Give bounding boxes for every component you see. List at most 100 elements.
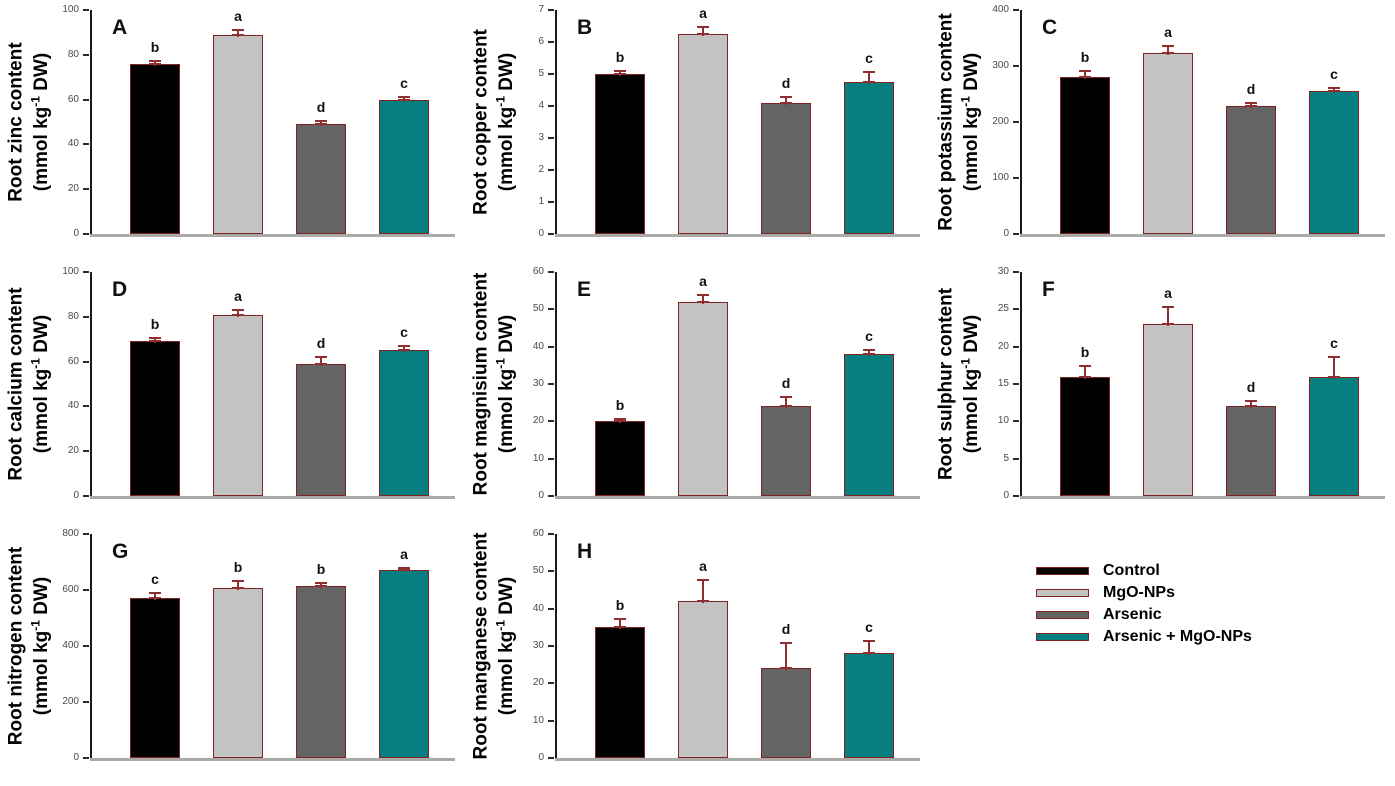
error-bar xyxy=(868,349,870,357)
y-tick xyxy=(1013,271,1019,273)
error-bar-top-cap xyxy=(614,618,626,620)
y-tick xyxy=(83,360,89,363)
error-bar-top-cap xyxy=(697,26,709,28)
bar-control xyxy=(130,63,180,234)
error-bar-bottom-cap xyxy=(149,62,161,65)
y-tick xyxy=(83,405,89,408)
y-tick xyxy=(83,495,89,497)
error-bar-top-cap xyxy=(398,344,410,347)
y-axis-title: Root manganese content xyxy=(470,532,492,760)
y-tick xyxy=(548,533,554,535)
significance-letter: b xyxy=(615,597,625,613)
bar-mgo-nps xyxy=(678,34,728,234)
panel-letter: G xyxy=(112,540,129,563)
bar-arsenic-mgo-nps xyxy=(379,99,429,234)
error-bar-bottom-cap xyxy=(780,667,792,670)
error-bar-top-cap xyxy=(614,418,626,421)
error-bar-bottom-cap xyxy=(1162,323,1174,326)
significance-letter: b xyxy=(233,558,243,575)
y-axis xyxy=(1020,272,1022,496)
significance-letter: a xyxy=(699,5,707,21)
y-tick xyxy=(83,450,89,453)
y-tick xyxy=(1013,9,1019,11)
significance-letter: c xyxy=(400,323,408,340)
error-bar xyxy=(868,71,870,84)
error-bar xyxy=(1250,101,1252,109)
bar-arsenic-mgo-nps xyxy=(1309,90,1359,234)
error-bar-top-cap xyxy=(697,578,709,581)
significance-letter: c xyxy=(865,619,873,636)
error-bar-bottom-cap xyxy=(232,33,244,36)
error-bar xyxy=(702,578,704,604)
error-bar-top-cap xyxy=(232,308,244,311)
panel-B: Root copper content (mmol kg-1 DW) 0 1 2 3 4 5 6… xyxy=(465,0,930,262)
bar-arsenic xyxy=(296,363,346,496)
error-bar xyxy=(785,642,787,671)
error-bar-bottom-cap xyxy=(232,587,244,590)
y-tick-label: 40 xyxy=(67,400,79,412)
bar-control xyxy=(595,421,645,496)
error-bar-bottom-cap xyxy=(863,652,875,655)
y-axis xyxy=(555,272,557,496)
y-tick xyxy=(548,570,554,573)
y-tick-label: 60 xyxy=(532,266,544,277)
y-tick-label: 100 xyxy=(62,266,79,277)
bar-arsenic-mgo-nps xyxy=(844,653,894,758)
y-tick xyxy=(1013,65,1019,67)
bar-arsenic-mgo-nps xyxy=(379,569,429,758)
y-axis-title: Root calcium content xyxy=(5,287,27,481)
y-tick-label: 40 xyxy=(67,138,79,150)
y-tick xyxy=(548,201,554,203)
y-tick-label: 4 xyxy=(538,100,544,111)
y-tick xyxy=(548,682,554,685)
significance-letter: b xyxy=(615,397,625,414)
error-bar-top-cap xyxy=(149,60,161,63)
error-bar-top-cap xyxy=(232,579,244,582)
y-tick-label: 5 xyxy=(538,68,544,79)
y-axis xyxy=(555,10,557,234)
panel-letter: H xyxy=(577,540,593,563)
error-bar xyxy=(1333,355,1335,379)
y-tick-label: 1 xyxy=(538,196,544,207)
significance-letter: d xyxy=(781,75,791,92)
y-tick xyxy=(1013,457,1019,460)
x-axis xyxy=(90,234,455,237)
error-bar-bottom-cap xyxy=(780,101,792,104)
error-bar-bottom-cap xyxy=(398,98,410,101)
error-bar xyxy=(785,96,787,105)
bar-arsenic-mgo-nps xyxy=(1309,376,1359,496)
y-tick xyxy=(83,757,89,759)
panel-F: Root sulphur content (mmol kg-1 DW) 0 5 10 15… xyxy=(930,262,1395,524)
y-tick xyxy=(83,188,89,191)
y-tick xyxy=(83,533,89,535)
error-bar-top-cap xyxy=(1328,87,1340,90)
legend-swatch xyxy=(1036,589,1089,597)
legend: Control MgO-NPs Arsenic Arsenic + MgO-NPs xyxy=(1036,562,1252,646)
y-tick-label: 20 xyxy=(997,340,1009,352)
error-bar-bottom-cap xyxy=(863,81,875,83)
panel-C: Root potassium content (mmol kg-1 DW) 0 100… xyxy=(930,0,1395,262)
y-tick xyxy=(548,308,554,311)
y-tick xyxy=(83,53,89,56)
y-tick xyxy=(548,719,554,722)
error-bar-bottom-cap xyxy=(1328,375,1340,378)
error-bar-bottom-cap xyxy=(1079,76,1091,79)
y-axis-title: Root copper content xyxy=(470,29,492,215)
error-bar xyxy=(702,26,704,36)
panel-D: Root calcium content (mmol kg-1 DW) 0 20 40 6… xyxy=(0,262,465,524)
y-tick-label: 50 xyxy=(532,303,544,315)
error-bar-bottom-cap xyxy=(1079,375,1091,378)
y-tick xyxy=(1013,121,1019,123)
error-bar-bottom-cap xyxy=(1245,105,1257,108)
x-axis xyxy=(90,758,455,761)
y-tick-label: 80 xyxy=(67,310,79,322)
y-tick-label: 200 xyxy=(992,116,1009,127)
bar-control xyxy=(1060,376,1110,496)
y-axis-title: Root zinc content xyxy=(5,42,27,202)
y-tick-label: 30 xyxy=(532,378,544,389)
y-tick xyxy=(548,105,554,107)
error-bar-top-cap xyxy=(1245,101,1257,104)
significance-letter: c xyxy=(151,571,159,588)
error-bar xyxy=(1167,305,1169,327)
y-tick-label: 60 xyxy=(67,93,79,105)
